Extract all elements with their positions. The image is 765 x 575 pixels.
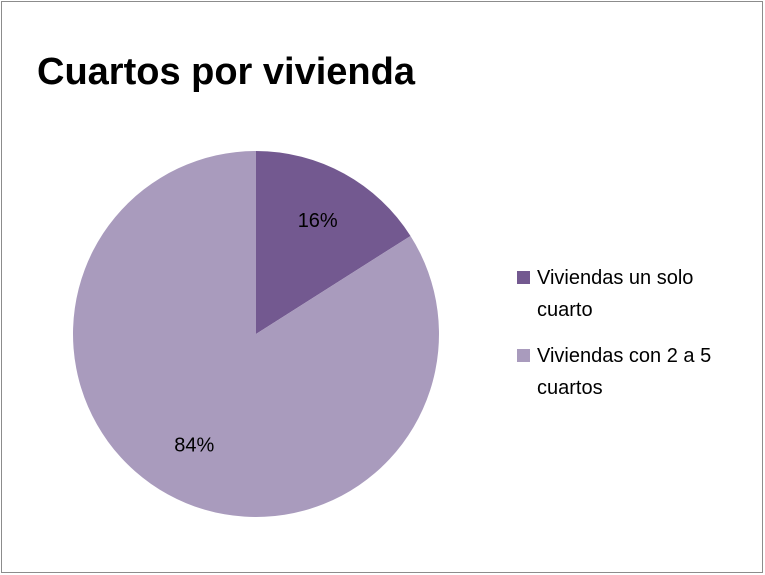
legend: Viviendas un solo cuarto Viviendas con 2 … [517, 262, 722, 418]
legend-label: Viviendas un solo cuarto [537, 267, 694, 321]
legend-swatch [517, 349, 530, 362]
legend-item: Viviendas con 2 a 5 cuartos [517, 340, 722, 404]
data-label: 16% [298, 210, 338, 232]
legend-swatch [517, 271, 530, 284]
legend-label: Viviendas con 2 a 5 cuartos [537, 345, 712, 399]
legend-item: Viviendas un solo cuarto [517, 262, 722, 326]
chart-title: Cuartos por vivienda [37, 51, 416, 93]
pie-slice [256, 151, 411, 334]
pie-slice [73, 151, 440, 517]
data-label: 84% [174, 435, 214, 457]
